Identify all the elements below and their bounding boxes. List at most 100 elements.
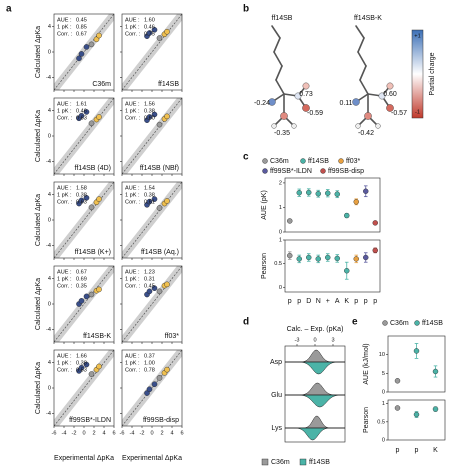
stat-value: 1.61 xyxy=(76,101,87,107)
stat-name: 1 pK : xyxy=(57,192,72,198)
x-axis-label: Experimental ΔpKa xyxy=(122,455,182,462)
stat-value: 0.38 xyxy=(76,192,87,198)
category-label: Lys xyxy=(271,425,282,432)
point xyxy=(96,196,102,202)
point xyxy=(96,114,102,120)
y-tick-label: 0 xyxy=(48,133,51,139)
stat-name: 1 pK : xyxy=(57,276,72,282)
point xyxy=(96,363,102,370)
point xyxy=(151,111,158,118)
panel-title: ff14SB (4D) xyxy=(75,165,111,172)
x-tick-label: 3 xyxy=(331,337,334,343)
point xyxy=(78,197,85,204)
identity-line xyxy=(54,14,114,90)
point xyxy=(156,121,163,128)
point xyxy=(83,195,90,201)
point xyxy=(146,198,153,205)
stat-name: 1 pK : xyxy=(125,108,140,114)
point xyxy=(151,196,158,202)
identity-line xyxy=(122,14,182,90)
stat-value: 0.38 xyxy=(144,108,155,114)
tolerance-band xyxy=(54,266,114,342)
half-violin xyxy=(285,415,345,429)
stat-value: 0.61 xyxy=(144,199,155,205)
x-tick-label: p xyxy=(396,447,400,454)
stat-name: Corr. : xyxy=(57,115,73,121)
legend-marker xyxy=(261,458,269,466)
charge-label: -0.24 xyxy=(254,100,270,107)
x-tick-label: p xyxy=(373,298,377,305)
y-tick-label: 0 xyxy=(279,285,282,291)
chart-title: Calc. – Exp. (pKa) xyxy=(287,326,344,333)
scatter-panel xyxy=(122,350,182,426)
y-axis-label: Calculated ΔpKa xyxy=(35,278,42,330)
legend-label: ff14SB xyxy=(309,459,330,466)
stat-value: 0.67 xyxy=(76,31,87,37)
stat-name: Corr. : xyxy=(125,31,141,37)
dot xyxy=(353,256,359,262)
molecule xyxy=(267,25,311,130)
legend-marker xyxy=(338,158,344,164)
y-tick-label: 1 xyxy=(279,205,282,211)
stat-value: 0.63 xyxy=(76,115,87,121)
legend-marker xyxy=(300,158,306,164)
y-tick-label: 0 xyxy=(48,49,51,55)
x-tick-label: p xyxy=(415,447,419,454)
panel-title: ff99SB-disp xyxy=(143,417,179,424)
legend-label: C36m xyxy=(390,320,409,327)
stat-value: 0.35 xyxy=(76,283,87,289)
y-axis-label: AUE (kJ/mol) xyxy=(363,343,370,384)
category-label: Asp xyxy=(270,359,282,366)
y-tick-label: -4 xyxy=(46,75,51,81)
panel-title: ff99SB*-ILDN xyxy=(69,417,111,424)
y-tick-label: 10 xyxy=(379,352,385,358)
point xyxy=(78,112,85,119)
scatter-panel xyxy=(54,98,114,174)
stat-value: 0.38 xyxy=(144,192,155,198)
point xyxy=(164,366,170,373)
dot xyxy=(363,188,369,194)
point xyxy=(151,381,158,388)
half-violin xyxy=(285,427,345,441)
stat-name: AUE : xyxy=(57,185,72,191)
panel-title: ff14SB (K+) xyxy=(75,249,111,256)
y-tick-label: 0 xyxy=(382,437,385,443)
y-tick-label: 4 xyxy=(48,276,51,282)
point xyxy=(83,109,90,115)
panel-label: a xyxy=(6,4,12,15)
point xyxy=(151,285,158,291)
y-tick-label: -4 xyxy=(46,243,51,249)
stat-name: 1 pK : xyxy=(57,360,72,366)
x-tick-label: A xyxy=(335,298,340,305)
legend-label: ff14SB xyxy=(308,158,329,165)
legend-marker xyxy=(299,458,307,466)
dot xyxy=(344,212,350,219)
legend-marker xyxy=(320,168,326,174)
x-tick-label: p xyxy=(354,298,358,305)
dot xyxy=(325,190,331,196)
stat-value: 0.67 xyxy=(76,269,87,275)
dot xyxy=(306,189,312,196)
x-tick-label: 2 xyxy=(160,430,163,436)
stat-name: AUE : xyxy=(125,17,140,23)
scatter-panel xyxy=(54,266,114,342)
point xyxy=(151,27,158,33)
colorbar-label: Partial charge xyxy=(429,52,436,95)
y-tick-label: -4 xyxy=(46,411,51,417)
x-tick-label: -6 xyxy=(120,430,125,436)
stat-value: 0.46 xyxy=(76,108,87,114)
dot xyxy=(334,255,340,262)
dot xyxy=(315,191,321,197)
x-tick-label: K xyxy=(344,298,349,305)
x-tick-label: -6 xyxy=(52,430,57,436)
y-tick-label: 4 xyxy=(48,108,51,114)
point xyxy=(96,32,102,39)
stat-value: 1.54 xyxy=(144,185,155,191)
half-violin xyxy=(285,349,345,363)
molecule xyxy=(351,25,395,130)
legend-label: ff99SB-disp xyxy=(328,168,364,175)
point xyxy=(96,286,102,293)
stat-name: AUE : xyxy=(57,17,72,23)
panel-title: ff14SB xyxy=(158,81,179,88)
